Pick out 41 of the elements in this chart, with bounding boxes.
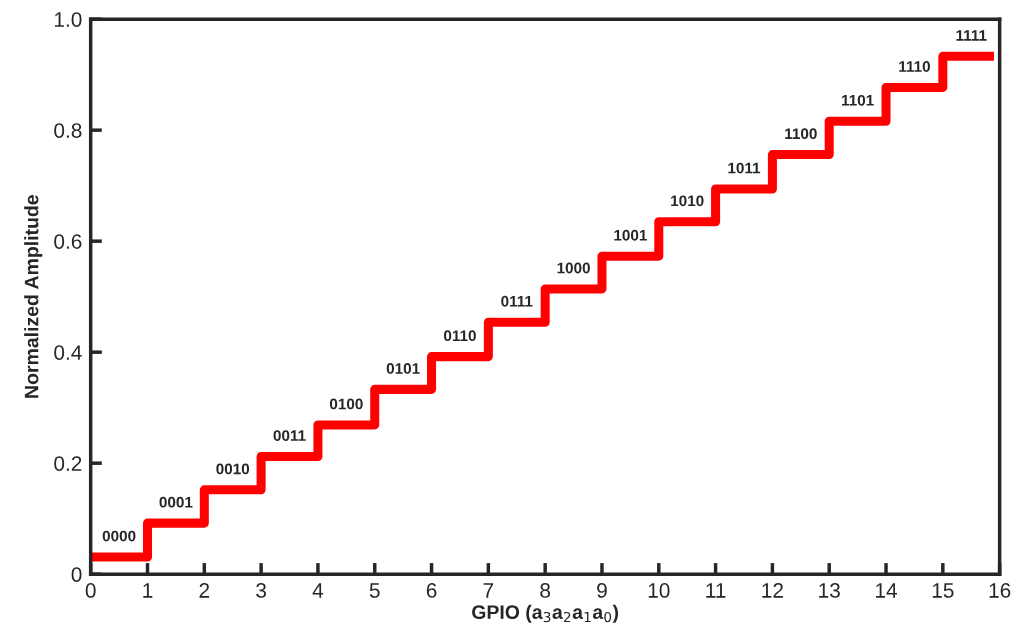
y-tick-label: 0.8 bbox=[54, 123, 82, 138]
x-tick-label: 13 bbox=[819, 583, 840, 598]
annotation: 1111 bbox=[956, 30, 987, 41]
x-tick-label: 1 bbox=[143, 583, 153, 598]
y-tick-label: 0.4 bbox=[54, 345, 82, 360]
x-tick-label: 16 bbox=[989, 583, 1011, 598]
x-tick-label: 15 bbox=[932, 583, 954, 598]
annotation: 0011 bbox=[273, 430, 306, 442]
y-tick-label: 1.0 bbox=[54, 12, 82, 27]
y-tick-label: 0.2 bbox=[54, 456, 82, 471]
x-tick-label: 0 bbox=[85, 583, 96, 598]
x-tick-label: 11 bbox=[706, 583, 726, 598]
annotation: 1101 bbox=[842, 94, 874, 106]
annotation: 1001 bbox=[614, 229, 647, 241]
annotation: 1010 bbox=[671, 195, 704, 207]
annotation: 0100 bbox=[329, 398, 363, 410]
x-tick-label: 5 bbox=[369, 583, 380, 598]
x-tick-label: 6 bbox=[426, 583, 437, 598]
annotation: 1000 bbox=[557, 262, 590, 274]
y-tick-label: 0.6 bbox=[54, 234, 82, 249]
annotation: 0110 bbox=[443, 330, 476, 342]
x-tick-label: 9 bbox=[597, 583, 607, 598]
x-tick-label: 4 bbox=[312, 583, 324, 598]
annotation: 0001 bbox=[159, 496, 193, 508]
x-tick-label: 7 bbox=[483, 583, 494, 598]
y-tick-label: 0 bbox=[71, 567, 82, 582]
x-tick-label: 8 bbox=[540, 583, 551, 598]
x-tick-label: 12 bbox=[762, 583, 783, 598]
annotation: 0111 bbox=[501, 295, 533, 307]
x-tick-label: 3 bbox=[256, 583, 266, 598]
annotation: 1011 bbox=[728, 162, 761, 174]
annotation: 1110 bbox=[899, 61, 930, 72]
text: GPIO (a$_{3}$a$_{2}$a$_{1}$a$_{0}$) bbox=[472, 604, 619, 623]
x-tick-label: 2 bbox=[199, 583, 210, 598]
annotation: 1100 bbox=[785, 128, 817, 140]
annotation: 0101 bbox=[386, 363, 420, 374]
x-tick-label: 14 bbox=[876, 583, 897, 598]
y-axis-title: Normalized Amplitude bbox=[24, 195, 43, 398]
annotation: 0010 bbox=[216, 463, 250, 475]
x-tick-label: 10 bbox=[648, 583, 670, 598]
annotation: 0000 bbox=[102, 530, 136, 542]
